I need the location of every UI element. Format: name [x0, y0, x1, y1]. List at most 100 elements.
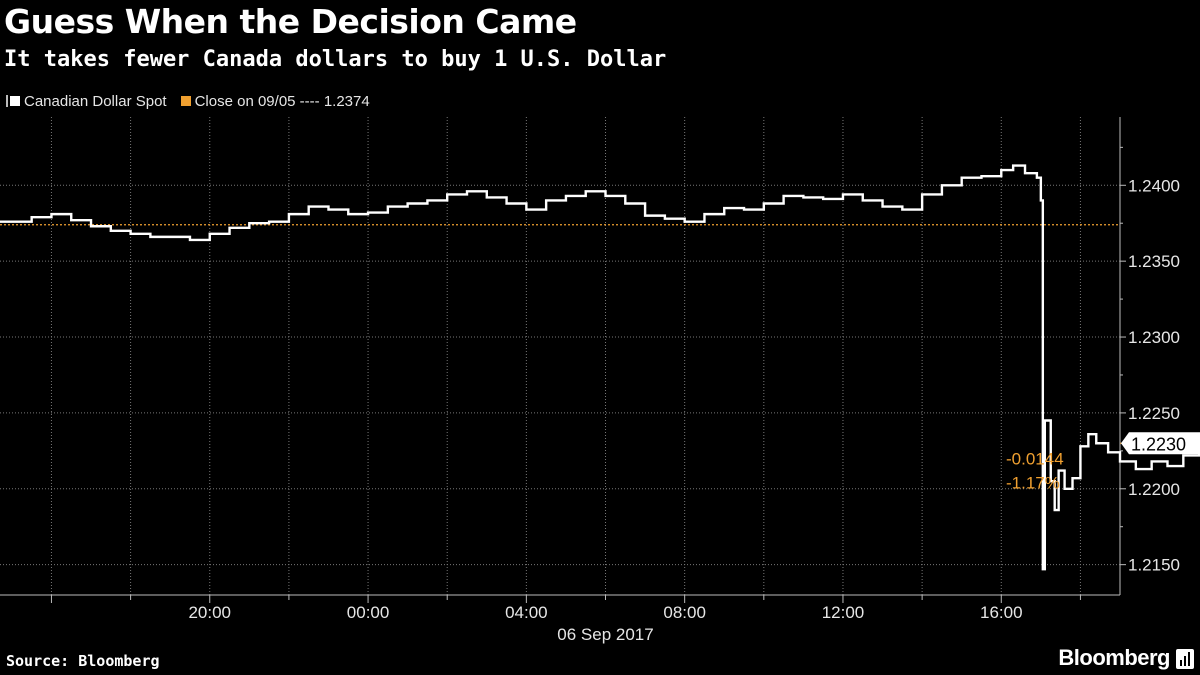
data-point	[1039, 199, 1042, 202]
legend-close-swatch	[180, 96, 191, 106]
brand-logo-text: Bloomberg	[1058, 645, 1170, 670]
data-point	[129, 232, 132, 235]
data-point	[1134, 468, 1137, 470]
data-point	[1057, 469, 1060, 472]
bar-chart-icon	[1176, 649, 1194, 669]
data-point	[1000, 169, 1003, 172]
data-point	[1053, 509, 1056, 511]
x-tick-label: 16:00	[980, 603, 1023, 622]
data-point	[565, 195, 567, 197]
chart-subtitle: It takes fewer Canada dollars to buy 1 U…	[4, 47, 667, 72]
data-point	[1035, 176, 1038, 179]
data-point	[149, 235, 152, 238]
y-tick-label: 1.2300	[1128, 328, 1180, 347]
data-point	[683, 220, 686, 223]
data-point	[743, 208, 745, 211]
data-point	[288, 213, 290, 216]
data-point	[1024, 172, 1026, 175]
data-point	[406, 202, 409, 205]
data-point	[881, 205, 884, 208]
change-pct-label: -1.17%	[1006, 473, 1060, 492]
data-point	[921, 193, 924, 196]
data-point	[50, 213, 53, 216]
data-point	[624, 202, 627, 205]
data-point	[1079, 445, 1082, 448]
data-point	[485, 196, 488, 199]
data-point	[1063, 487, 1066, 490]
data-point	[960, 176, 963, 179]
data-point	[1087, 433, 1090, 436]
data-point	[723, 207, 726, 209]
x-tick-label: 04:00	[505, 603, 548, 622]
data-point	[90, 225, 92, 228]
legend: Canadian Dollar Spot Close on 09/05 ----…	[6, 92, 370, 110]
legend-pin-icon	[6, 95, 8, 107]
y-tick-label: 1.2150	[1128, 556, 1180, 575]
data-point	[545, 199, 548, 202]
data-point	[169, 235, 172, 238]
data-point	[941, 184, 943, 187]
data-point	[446, 193, 449, 196]
data-point	[426, 199, 429, 202]
data-point	[980, 175, 983, 178]
data-point	[644, 214, 646, 217]
last-value-tag	[1121, 432, 1200, 455]
legend-close-label: Close on 09/05 ---- 1.2374	[194, 92, 370, 110]
data-point	[347, 213, 350, 216]
data-point	[208, 232, 211, 235]
data-point	[1043, 419, 1046, 422]
series-group	[0, 164, 1200, 571]
legend-series-swatch	[10, 96, 20, 106]
data-point	[584, 190, 587, 193]
data-point	[861, 199, 864, 202]
series-line-canadian-dollar-spot	[0, 164, 1200, 571]
data-point	[327, 208, 330, 211]
data-point	[1071, 477, 1074, 480]
chart-labels: 1.2400 1.2350 1.2300 1.2250 1.2200 1.2150 20:0…	[188, 176, 1200, 644]
data-point	[189, 239, 191, 241]
x-tick-label: 00:00	[347, 603, 390, 622]
x-tick-label: 12:00	[822, 603, 865, 622]
data-point	[842, 193, 844, 196]
data-point	[782, 195, 785, 197]
data-point	[268, 220, 271, 223]
y-tick-label: 1.2400	[1128, 176, 1180, 195]
data-point	[703, 213, 706, 216]
change-value-label: -0.0144	[1006, 449, 1064, 468]
x-tick-label: 08:00	[663, 603, 706, 622]
data-point	[70, 219, 73, 222]
data-point	[367, 211, 369, 214]
x-tick-label: 20:00	[188, 603, 231, 622]
data-point	[1012, 164, 1015, 167]
data-point	[466, 190, 468, 193]
data-point	[901, 208, 904, 211]
data-point	[248, 222, 251, 225]
data-point	[604, 195, 607, 197]
chart-axes	[0, 117, 1126, 603]
legend-series-label: Canadian Dollar Spot	[24, 92, 167, 110]
chart-title: Guess When the Decision Came	[4, 2, 577, 41]
last-value-label: 1.2230	[1131, 434, 1186, 454]
x-date-label: 06 Sep 2017	[557, 625, 653, 644]
data-point	[1182, 454, 1185, 457]
chart-grid	[0, 117, 1120, 595]
data-point	[0, 220, 1, 223]
data-point	[1107, 451, 1110, 454]
data-point	[307, 205, 310, 208]
data-point	[802, 196, 805, 199]
y-tick-label: 1.2250	[1128, 404, 1180, 423]
y-tick-label: 1.2350	[1128, 252, 1180, 271]
data-point	[663, 217, 666, 220]
data-point	[1166, 465, 1169, 467]
data-point	[386, 205, 389, 208]
data-point	[1095, 442, 1098, 445]
data-point	[822, 198, 825, 200]
data-point	[1041, 568, 1044, 571]
data-point	[228, 226, 231, 229]
data-point	[762, 202, 765, 205]
data-point	[1049, 480, 1052, 483]
data-point	[505, 202, 508, 205]
source-note: Source: Bloomberg	[6, 652, 160, 670]
data-point	[1150, 460, 1153, 463]
